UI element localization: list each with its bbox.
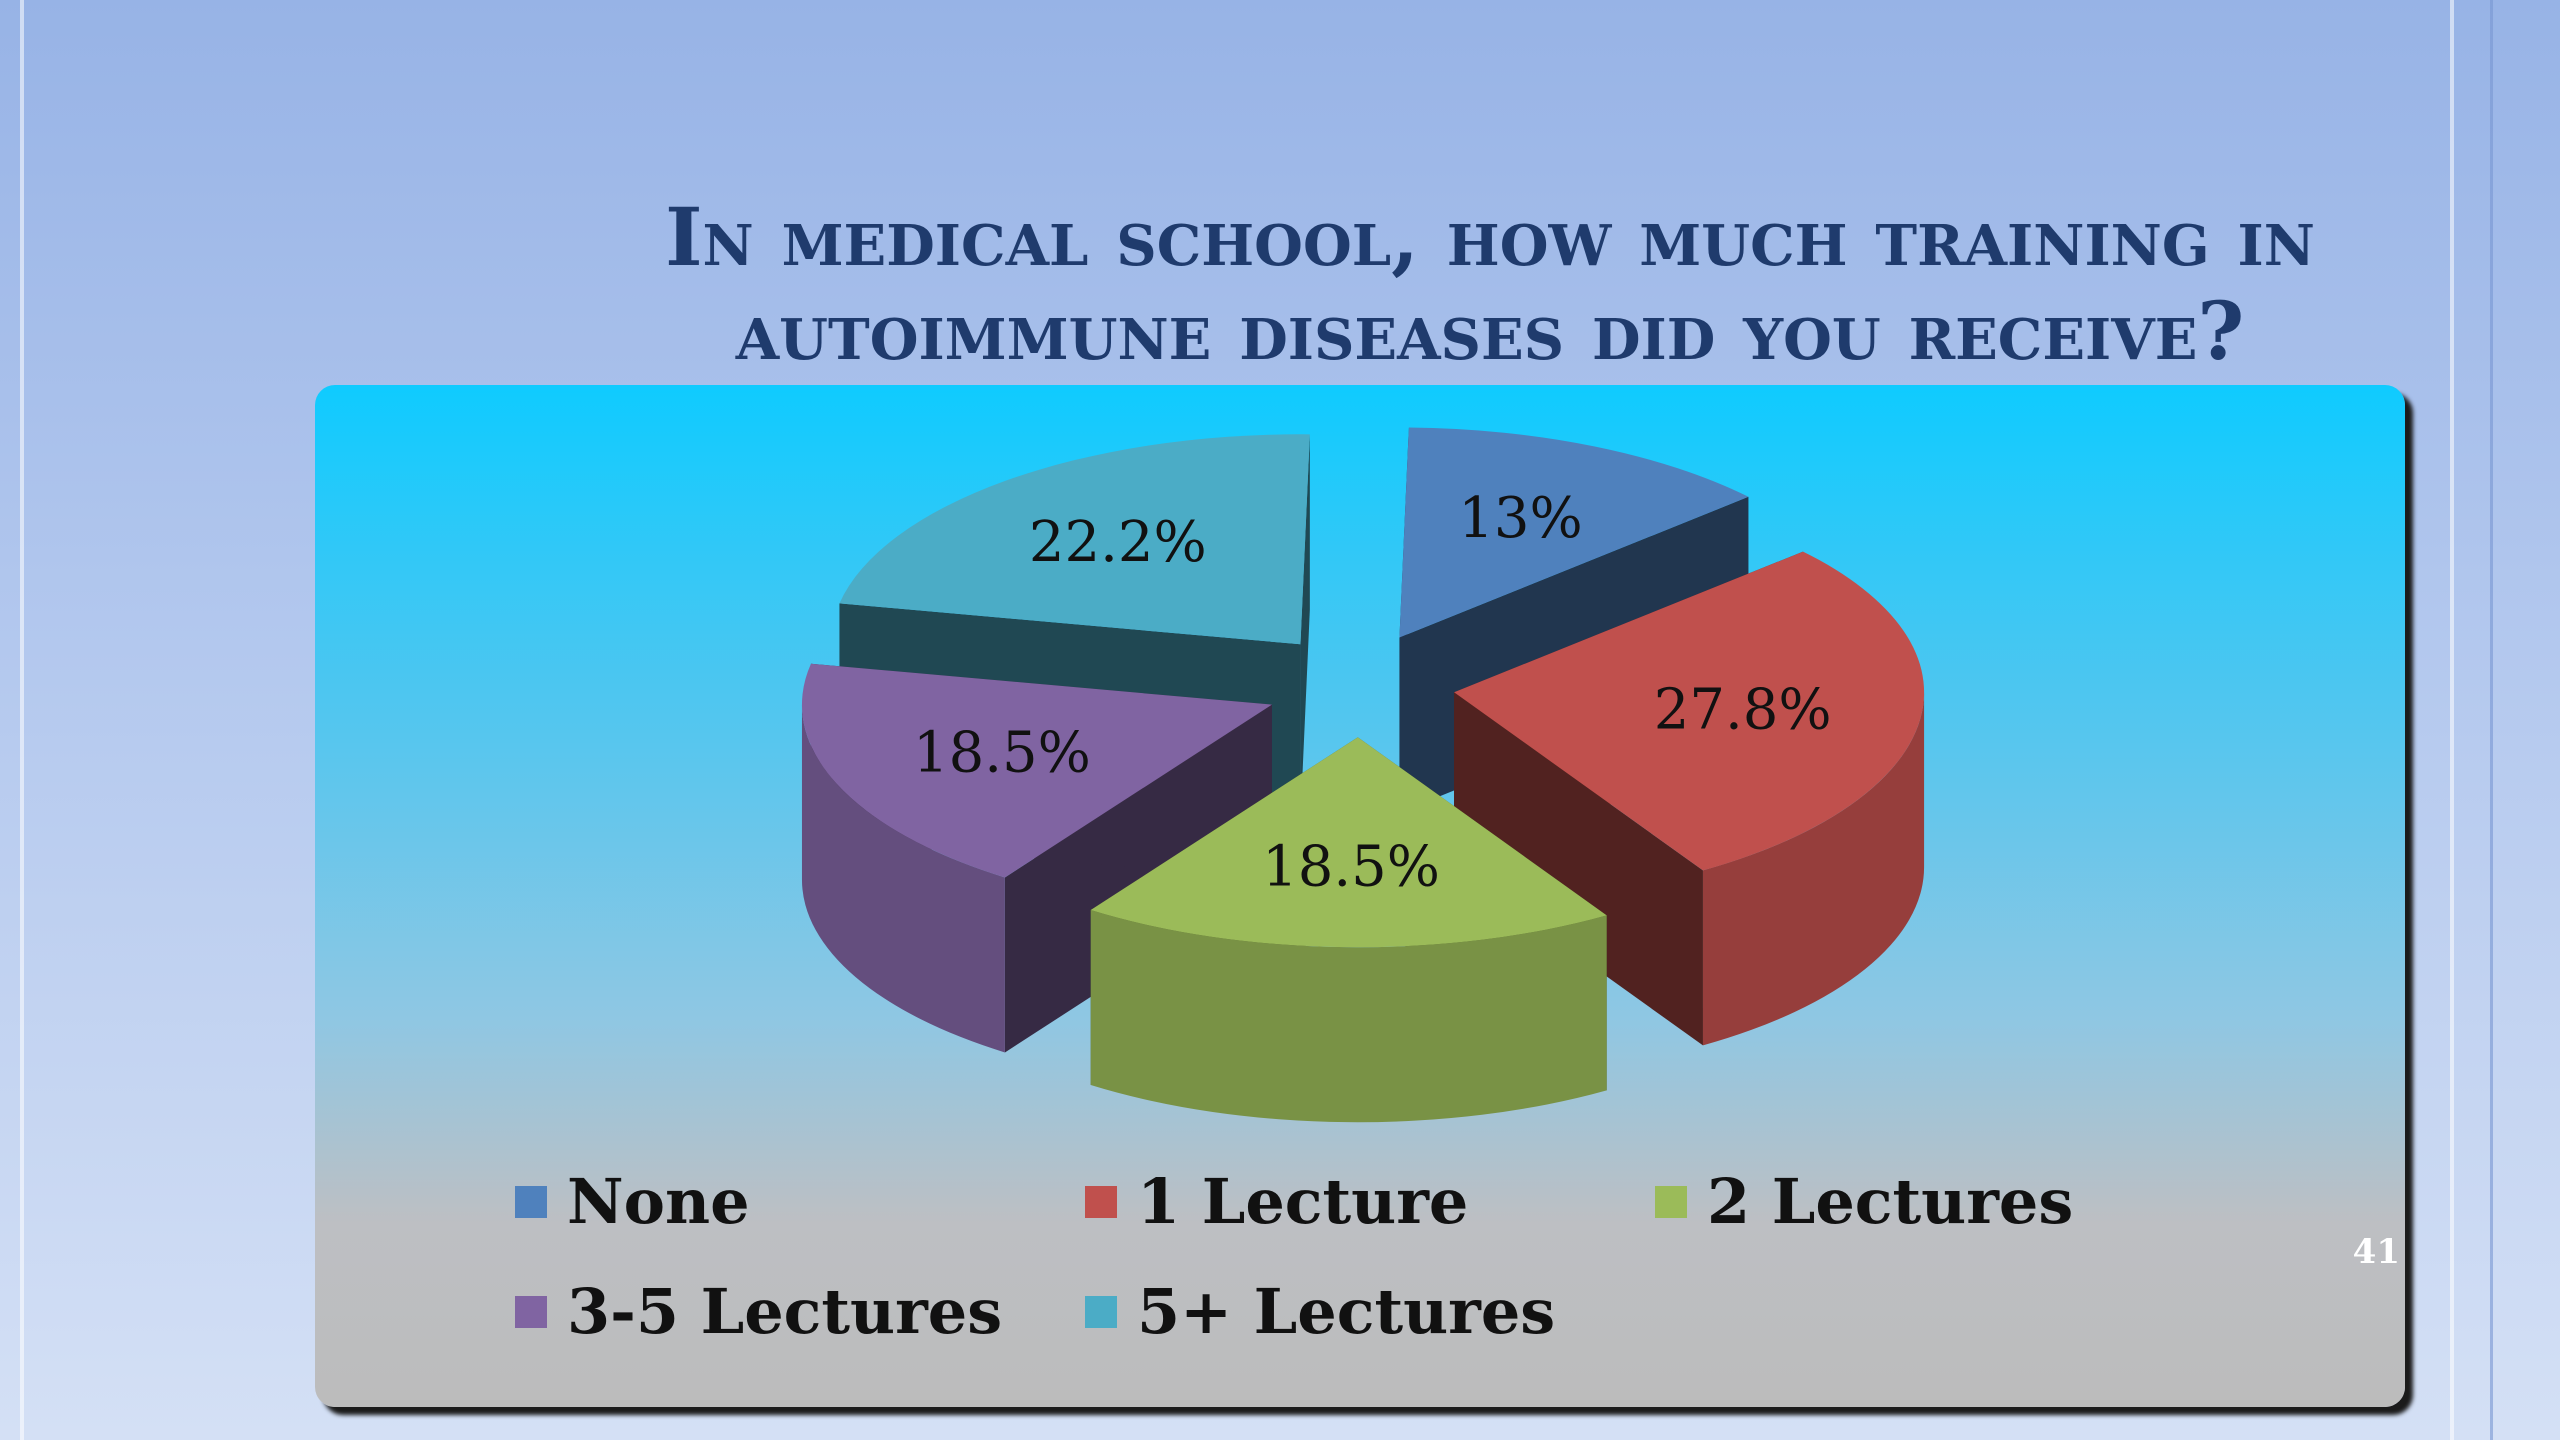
pie-data-label: 22.2% [1029,510,1207,575]
legend-label: 3-5 Lectures [567,1275,1003,1348]
slide-edge-line [2490,0,2493,1440]
legend-swatch [1085,1295,1117,1328]
legend-label: None [567,1165,750,1238]
legend-item: 2 Lectures [1655,1165,2073,1238]
pie-chart: 13% 22.2% 27.8% 18.5% 18.5% [801,427,1925,1123]
legend-label: 1 Lecture [1137,1165,1469,1238]
legend-item: None [515,1165,750,1238]
pie-slice-wall [1090,910,1607,1123]
legend-label: 5+ Lectures [1137,1275,1556,1348]
slide-title: In medical school, how much training in … [665,190,2315,378]
pie-data-label: 18.5% [913,721,1091,786]
pie-slice-top [1399,427,1749,638]
pie-slice-side [1300,434,1310,820]
slide-edge-line [20,0,24,1440]
pie-slice-wall [801,704,1005,1053]
pie-slice-top [839,434,1310,645]
pie-slices [801,427,1925,1123]
legend-item: 3-5 Lectures [515,1275,1002,1348]
pie-slice-wall [1702,692,1925,1046]
pie-data-label: 18.5% [1262,834,1440,899]
legend-label: 2 Lectures [1707,1165,2074,1238]
pie-slice-2-lectures [1090,737,1607,1123]
pie-slice-3-5-lectures [801,663,1272,1053]
legend-swatch [515,1185,547,1218]
legend-swatch [1085,1185,1117,1218]
legend-swatch [1655,1185,1687,1218]
pie-slice-top [1090,737,1607,948]
pie-data-label: 27.8% [1654,677,1832,742]
legend-item: 5+ Lectures [1085,1275,1555,1348]
pie-slice-top [801,663,1272,878]
pie-labels: 13% 22.2% 27.8% 18.5% 18.5% [913,486,1832,899]
pie-slice-top [1454,551,1925,871]
chart-panel: 13% 22.2% 27.8% 18.5% 18.5% None 1 Lecture 2 L… [315,385,2405,1407]
legend-swatch [515,1295,547,1328]
pie-slice-1-lecture [1454,551,1925,1046]
pie-slice-side [1454,692,1703,1046]
pie-data-label: 13% [1458,486,1582,551]
slide-edge-line [2450,0,2454,1440]
legend-item: 1 Lecture [1085,1165,1468,1238]
page-number: 41 [2352,1232,2400,1272]
